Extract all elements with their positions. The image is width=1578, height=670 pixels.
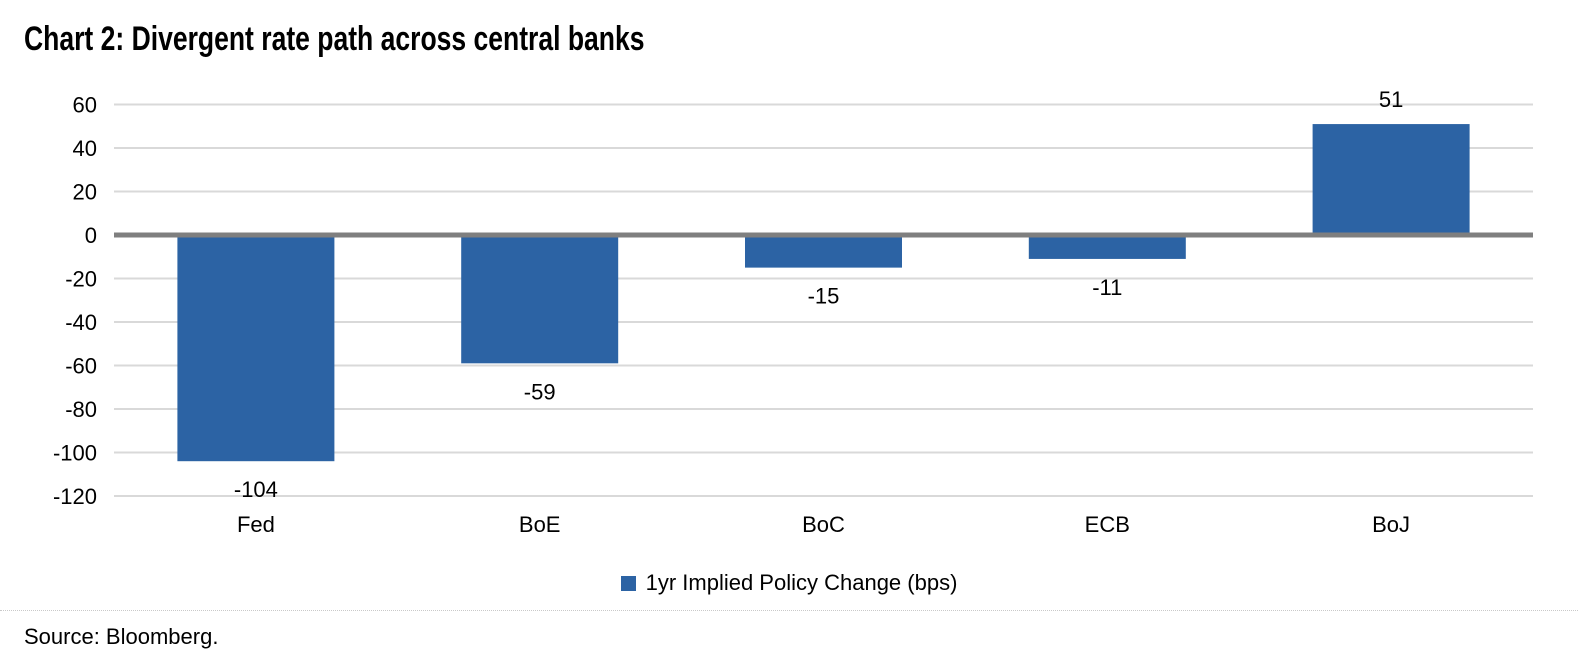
bar-ecb (1028, 235, 1186, 259)
y-tick-label: 20 (73, 180, 97, 205)
y-tick-label: -80 (65, 397, 97, 422)
x-category-label: BoE (519, 512, 561, 537)
bottom-separator-line (0, 610, 1578, 611)
bar-value-label: -104 (234, 477, 278, 502)
chart-title: Chart 2: Divergent rate path across cent… (24, 20, 645, 58)
y-tick-label: 0 (85, 223, 97, 248)
legend: 1yr Implied Policy Change (bps) (0, 570, 1578, 596)
legend-label: 1yr Implied Policy Change (bps) (645, 570, 958, 595)
bar-value-label: -59 (524, 379, 556, 404)
y-tick-label: -120 (53, 484, 97, 509)
bar-fed (177, 235, 335, 462)
legend-square-icon (620, 575, 636, 591)
source-note: Source: Bloomberg. (24, 624, 219, 649)
bar-boc (745, 235, 902, 268)
y-tick-label: -60 (65, 354, 97, 379)
y-tick-label: -100 (53, 441, 97, 466)
bar-value-label: -15 (808, 284, 840, 309)
x-category-label: ECB (1085, 512, 1130, 537)
y-tick-label: -20 (65, 267, 97, 292)
bar-value-label: -11 (1092, 275, 1122, 300)
bar-boe (461, 235, 619, 364)
bar-boj (1312, 124, 1470, 235)
y-tick-label: -40 (65, 310, 97, 335)
x-category-label: BoC (802, 512, 845, 537)
y-tick-label: 60 (73, 93, 97, 118)
x-category-label: BoJ (1372, 512, 1410, 537)
y-tick-label: 40 (73, 136, 97, 161)
x-category-label: Fed (237, 512, 275, 537)
bar-value-label: 51 (1379, 87, 1403, 112)
